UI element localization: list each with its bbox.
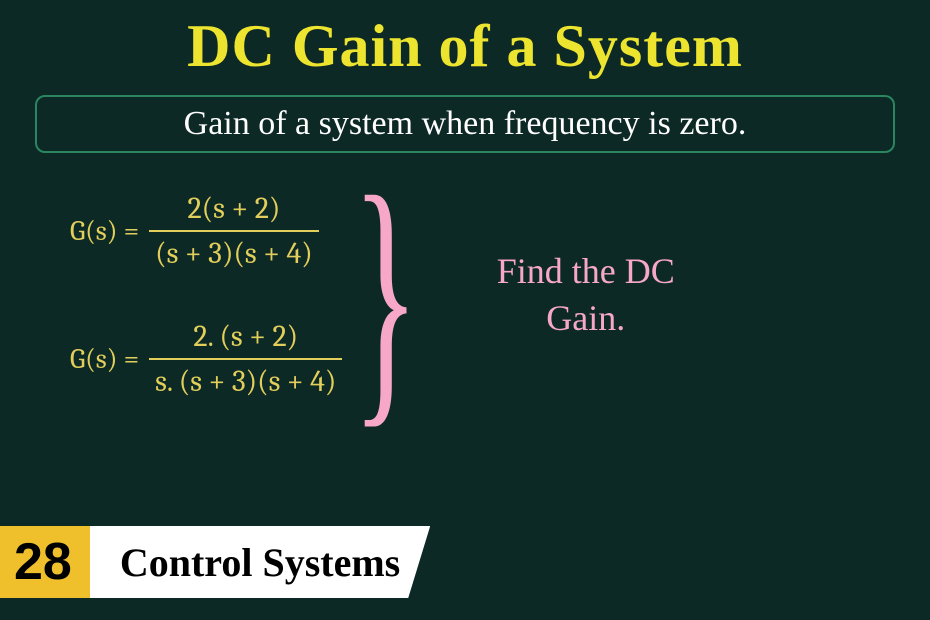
equation-2-numerator: 2. (s + 2) [187, 315, 304, 358]
equations-block: G(s) = 2(s + 2) (s + 3)(s + 4) G(s) = 2.… [70, 187, 342, 403]
prompt-line-2: Gain. [546, 298, 625, 338]
equation-2-denominator: s. (s + 3)(s + 4) [149, 360, 342, 403]
definition-text: Gain of a system when frequency is zero. [184, 105, 747, 142]
grouping-brace: } [352, 183, 419, 407]
equation-1-denominator: (s + 3)(s + 4) [149, 232, 319, 275]
content-area: G(s) = 2(s + 2) (s + 3)(s + 4) G(s) = 2.… [0, 183, 930, 407]
episode-badge: 28 [0, 526, 90, 598]
prompt-line-1: Find the DC [497, 251, 675, 291]
definition-box: Gain of a system when frequency is zero. [35, 95, 895, 153]
page-title: DC Gain of a System [0, 0, 930, 81]
task-prompt: Find the DC Gain. [497, 248, 675, 342]
equation-1-fraction: 2(s + 2) (s + 3)(s + 4) [149, 187, 319, 275]
equation-1-numerator: 2(s + 2) [182, 187, 287, 230]
equation-lhs: G(s) = [70, 343, 139, 375]
equation-lhs: G(s) = [70, 215, 139, 247]
footer: 28 Control Systems [0, 526, 430, 598]
subject-bar: Control Systems [90, 526, 430, 598]
equation-1: G(s) = 2(s + 2) (s + 3)(s + 4) [70, 187, 342, 275]
equation-2: G(s) = 2. (s + 2) s. (s + 3)(s + 4) [70, 315, 342, 403]
equation-2-fraction: 2. (s + 2) s. (s + 3)(s + 4) [149, 315, 342, 403]
